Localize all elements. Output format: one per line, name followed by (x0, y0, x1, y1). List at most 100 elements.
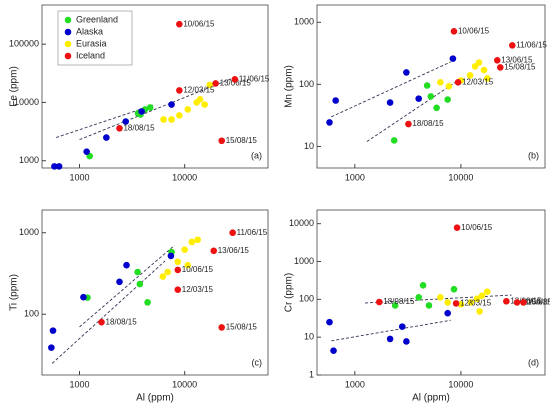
data-point (167, 252, 175, 260)
data-point (160, 116, 167, 123)
plot-frame (41, 209, 269, 376)
data-point (415, 95, 423, 102)
trend-line (365, 294, 512, 304)
data-point (51, 163, 58, 170)
data-point (466, 72, 474, 79)
data-point (218, 324, 226, 331)
point-label: 10/06/15 (461, 223, 493, 232)
data-point (332, 97, 339, 104)
data-point (425, 302, 433, 309)
point-label: 11/06/15 (237, 228, 268, 237)
y-tick-label: 1000 (19, 155, 39, 165)
data-point (201, 101, 208, 108)
data-point (194, 236, 201, 244)
data-point (445, 83, 453, 90)
legend-marker (64, 40, 72, 48)
data-point (476, 308, 483, 315)
panel-label: (a) (251, 150, 262, 160)
data-point (444, 96, 451, 103)
trend-line (331, 61, 451, 118)
data-point (144, 299, 151, 306)
x-tick-label: 10000 (172, 172, 197, 182)
data-point (386, 99, 394, 106)
data-point (123, 261, 130, 269)
panel-label: (b) (528, 150, 539, 160)
point-label: 11/06/15 (516, 40, 547, 49)
point-label: 13/06/15 (218, 246, 250, 255)
point-label: 10/06/15 (183, 19, 215, 28)
point-label: 10/06/15 (458, 26, 490, 35)
legend-marker (64, 52, 72, 60)
x-axis-label: Al (ppm) (136, 393, 174, 404)
point-label: 18/08/15 (412, 119, 444, 128)
data-point (136, 280, 144, 288)
data-point (176, 87, 183, 94)
data-point (168, 101, 175, 108)
x-tick-label: 1000 (69, 172, 89, 182)
legend-label: Iceland (76, 50, 105, 60)
point-label: 18/08/15 (123, 123, 155, 132)
data-point (184, 106, 192, 113)
data-point (449, 55, 457, 62)
data-point (98, 318, 105, 326)
data-point (483, 75, 491, 82)
data-point (509, 42, 516, 49)
data-point (419, 282, 427, 289)
point-label: 18/08/15 (106, 317, 138, 326)
data-point (503, 297, 510, 305)
data-point (405, 120, 412, 128)
data-point (478, 292, 486, 299)
data-point (103, 134, 110, 141)
point-label: 15/08/15 (504, 62, 536, 71)
y-tick-label: 1 (309, 369, 314, 379)
y-tick-label: 10000 (14, 97, 39, 107)
y-tick-label: 100 (24, 309, 39, 319)
data-point (164, 268, 172, 276)
data-point (326, 318, 333, 326)
data-point (134, 268, 141, 276)
data-point (520, 299, 527, 306)
legend-label: Greenland (76, 14, 118, 24)
trend-line (79, 245, 175, 328)
point-label: 13/06/15 (220, 79, 252, 88)
data-point (433, 104, 440, 112)
data-point (206, 81, 214, 89)
data-point (444, 309, 451, 317)
data-point (83, 148, 90, 155)
legend-label: Alaska (76, 26, 103, 36)
point-label: 15/08/15 (226, 136, 258, 145)
data-point (423, 82, 431, 89)
y-axis-label: Cr (ppm) (284, 273, 295, 312)
x-tick-label: 1000 (69, 379, 89, 389)
data-point (403, 338, 410, 345)
data-point (453, 224, 461, 231)
legend-marker (64, 28, 72, 36)
point-label: 13/06/15 (501, 55, 533, 64)
y-tick-label: 10000 (289, 218, 314, 228)
y-tick-label: 10 (304, 332, 314, 342)
data-point (427, 93, 435, 100)
point-label: 11/06/15 (239, 74, 270, 83)
data-point (146, 104, 154, 111)
y-tick-label: 100000 (9, 39, 39, 49)
data-point (450, 28, 458, 35)
data-point (181, 246, 188, 253)
data-point (176, 112, 183, 119)
y-tick-label: 1000 (294, 17, 314, 27)
point-label: 12/03/15 (182, 285, 214, 294)
point-label: 12/03/15 (183, 85, 215, 94)
trend-line (51, 260, 166, 364)
data-point (218, 137, 226, 145)
data-point (437, 294, 444, 301)
data-point (210, 247, 218, 255)
data-point (450, 285, 458, 293)
data-point (454, 79, 462, 86)
data-point (48, 344, 55, 351)
data-point (496, 64, 504, 71)
data-point (390, 137, 398, 144)
x-tick-label: 10000 (448, 172, 473, 182)
panel-label: (d) (528, 357, 539, 367)
plot-frame (316, 4, 546, 169)
point-label: 10/06/15 (182, 265, 214, 274)
panel-label: (c) (252, 357, 263, 367)
